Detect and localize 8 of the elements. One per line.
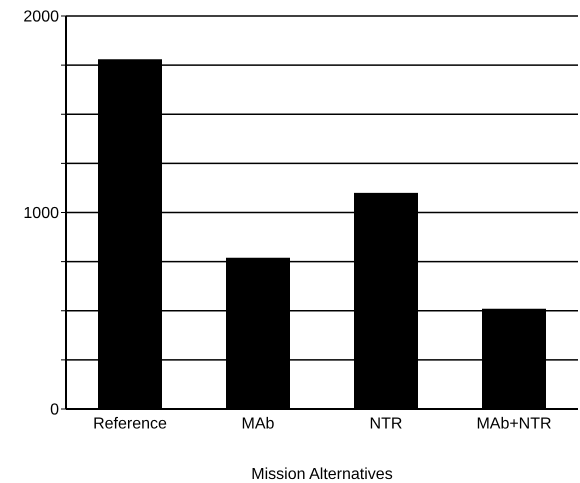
- x-tick-label: Reference: [93, 415, 168, 432]
- x-axis-title: Mission Alternatives: [251, 466, 393, 483]
- x-tick-label: NTR: [370, 415, 402, 432]
- y-tick-label: 2000: [23, 8, 60, 26]
- x-tick-label: MAb: [242, 415, 275, 432]
- y-tick-label: 1000: [23, 205, 60, 222]
- x-tick-label: MAb+NTR: [476, 415, 552, 432]
- y-tick-label: 0: [50, 402, 60, 419]
